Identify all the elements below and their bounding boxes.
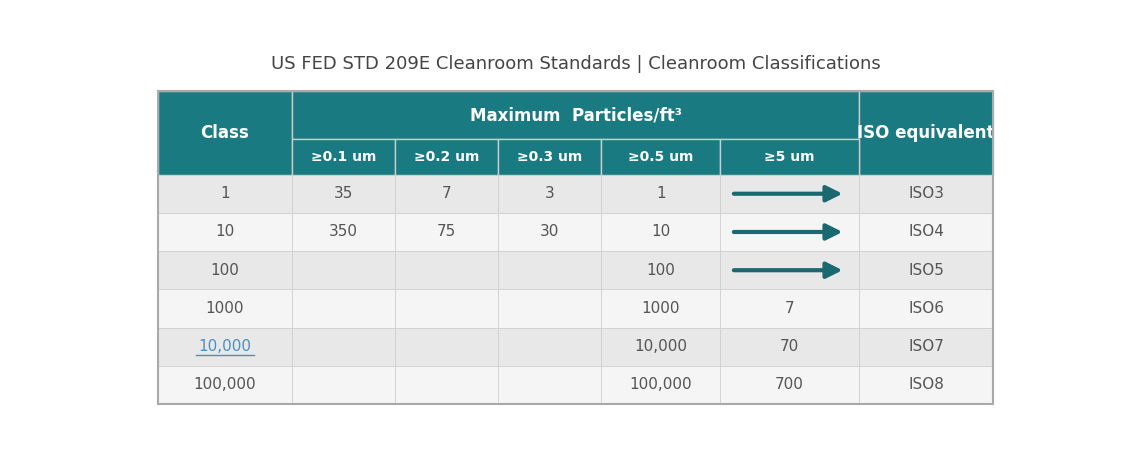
Text: 35: 35 — [334, 186, 353, 201]
Text: 100: 100 — [210, 263, 239, 278]
Text: ≥5 um: ≥5 um — [765, 150, 815, 164]
Text: 10: 10 — [216, 225, 235, 239]
Bar — [601, 366, 720, 404]
Bar — [859, 175, 993, 213]
Bar — [157, 366, 292, 404]
Bar — [720, 175, 859, 213]
Bar — [720, 213, 859, 251]
Text: 1: 1 — [656, 186, 666, 201]
Text: 350: 350 — [329, 225, 358, 239]
Text: ≥0.3 um: ≥0.3 um — [517, 150, 583, 164]
Bar — [157, 251, 292, 289]
Text: 100,000: 100,000 — [629, 377, 692, 392]
Bar — [720, 289, 859, 328]
Text: ISO5: ISO5 — [909, 263, 944, 278]
Text: 7: 7 — [785, 301, 794, 316]
Text: ≥0.2 um: ≥0.2 um — [414, 150, 480, 164]
Bar — [292, 366, 395, 404]
Bar — [395, 328, 499, 366]
Text: ≥0.1 um: ≥0.1 um — [311, 150, 376, 164]
Bar — [157, 91, 292, 175]
Text: 3: 3 — [545, 186, 555, 201]
Bar — [395, 289, 499, 328]
Text: Maximum  Particles/ft³: Maximum Particles/ft³ — [469, 106, 682, 124]
Bar — [499, 139, 601, 175]
Bar — [499, 251, 601, 289]
Text: 1000: 1000 — [641, 301, 679, 316]
Text: 75: 75 — [437, 225, 456, 239]
Text: 10: 10 — [651, 225, 670, 239]
Bar — [157, 91, 993, 404]
Bar — [601, 213, 720, 251]
Text: 7: 7 — [441, 186, 451, 201]
Bar — [292, 289, 395, 328]
Bar — [395, 251, 499, 289]
Bar — [292, 328, 395, 366]
Text: ISO4: ISO4 — [909, 225, 944, 239]
Bar — [859, 91, 993, 175]
Bar — [601, 175, 720, 213]
Bar — [395, 366, 499, 404]
Bar — [499, 289, 601, 328]
Text: 30: 30 — [540, 225, 559, 239]
Bar — [292, 91, 859, 139]
Bar — [499, 213, 601, 251]
Bar — [292, 251, 395, 289]
Bar — [859, 328, 993, 366]
Text: 700: 700 — [775, 377, 804, 392]
Bar — [859, 289, 993, 328]
Bar — [720, 366, 859, 404]
Bar — [601, 328, 720, 366]
Text: 10,000: 10,000 — [634, 339, 687, 354]
Text: US FED STD 209E Cleanroom Standards | Cleanroom Classifications: US FED STD 209E Cleanroom Standards | Cl… — [271, 55, 880, 73]
Text: 70: 70 — [780, 339, 800, 354]
Text: 1000: 1000 — [206, 301, 244, 316]
Bar — [601, 251, 720, 289]
Bar — [395, 139, 499, 175]
Bar — [292, 213, 395, 251]
Bar — [157, 213, 292, 251]
Bar — [601, 139, 720, 175]
Text: ≥0.5 um: ≥0.5 um — [628, 150, 693, 164]
Text: ISO equivalent: ISO equivalent — [858, 124, 995, 142]
Bar — [292, 175, 395, 213]
Text: ISO7: ISO7 — [909, 339, 944, 354]
Bar — [720, 328, 859, 366]
Text: 100: 100 — [646, 263, 675, 278]
Text: ISO8: ISO8 — [909, 377, 944, 392]
Bar — [395, 213, 499, 251]
Text: ISO3: ISO3 — [909, 186, 944, 201]
Text: 10,000: 10,000 — [199, 339, 252, 354]
Text: 1: 1 — [220, 186, 229, 201]
Text: 100,000: 100,000 — [193, 377, 256, 392]
Bar — [859, 213, 993, 251]
Text: Class: Class — [200, 124, 249, 142]
Bar — [601, 289, 720, 328]
Bar — [499, 366, 601, 404]
Bar — [859, 251, 993, 289]
Bar — [157, 328, 292, 366]
Bar — [157, 175, 292, 213]
Bar — [292, 139, 395, 175]
Text: ISO6: ISO6 — [909, 301, 944, 316]
Bar — [720, 251, 859, 289]
Bar — [499, 175, 601, 213]
Bar — [499, 328, 601, 366]
Bar — [157, 289, 292, 328]
Bar — [395, 175, 499, 213]
Bar — [859, 366, 993, 404]
Bar — [720, 139, 859, 175]
